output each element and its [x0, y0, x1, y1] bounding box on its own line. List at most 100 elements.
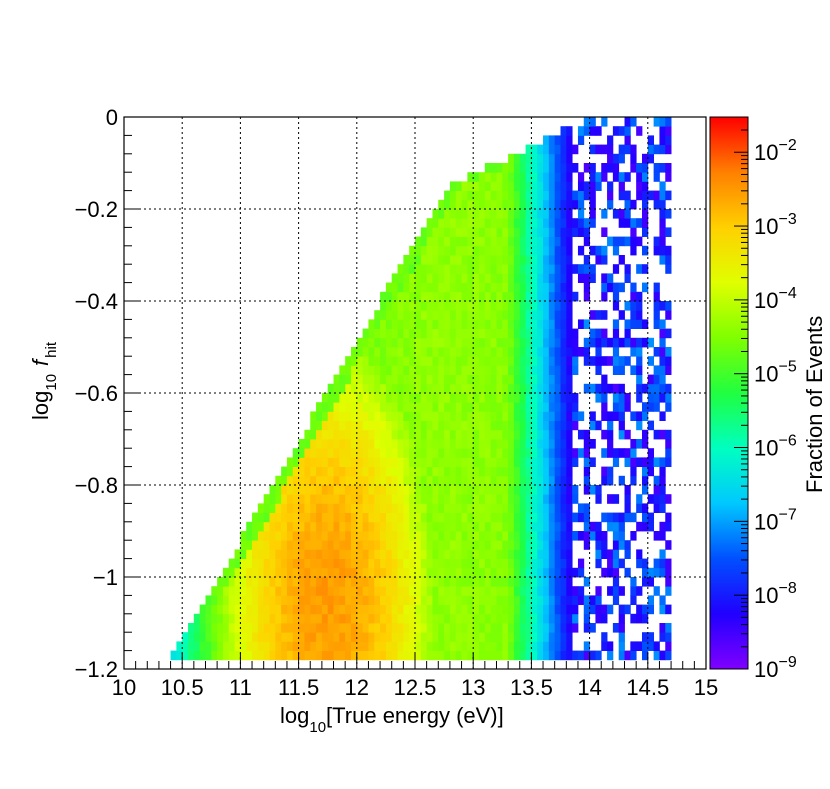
heatmap-cell	[467, 209, 474, 219]
heatmap-cell	[537, 521, 544, 532]
heatmap-cell	[397, 494, 404, 504]
heatmap-cell	[502, 494, 509, 504]
heatmap-cell	[554, 485, 561, 495]
heatmap-cell	[583, 347, 590, 357]
heatmap-cell	[543, 512, 550, 523]
heatmap-cell	[636, 347, 643, 357]
heatmap-cell	[380, 650, 387, 661]
heatmap-cell	[577, 227, 585, 237]
heatmap-cell	[502, 264, 509, 274]
heatmap-cell	[246, 521, 253, 532]
heatmap-cell	[252, 521, 259, 532]
heatmap-cell	[618, 181, 625, 191]
y-tick-label: −1.2	[75, 657, 118, 682]
heatmap-cell	[240, 641, 247, 651]
heatmap-cell	[461, 641, 468, 651]
heatmap-cell	[199, 604, 206, 615]
heatmap-cell	[607, 135, 614, 145]
heatmap-cell	[589, 199, 596, 210]
heatmap-cell	[374, 328, 381, 339]
heatmap-cell	[595, 172, 602, 182]
heatmap-cell	[607, 549, 614, 559]
heatmap-cell	[420, 540, 428, 550]
heatmap-cell	[508, 420, 515, 431]
heatmap-cell	[391, 291, 398, 302]
heatmap-cell	[543, 641, 550, 651]
heatmap-cell	[496, 632, 503, 642]
heatmap-cell	[566, 457, 573, 467]
heatmap-cell	[269, 577, 276, 587]
heatmap-cell	[432, 227, 439, 237]
heatmap-cell	[513, 466, 521, 477]
heatmap-cell	[531, 181, 538, 191]
heatmap-cell	[572, 291, 579, 302]
heatmap-cell	[601, 172, 608, 182]
heatmap-cell	[391, 273, 398, 283]
heatmap-cell	[607, 144, 614, 155]
heatmap-cell	[560, 540, 567, 550]
heatmap-cell	[222, 650, 230, 661]
heatmap-cell	[473, 199, 480, 210]
heatmap-cell	[659, 356, 666, 366]
heatmap-cell	[548, 457, 556, 467]
heatmap-cell	[589, 623, 596, 633]
heatmap-cell	[502, 218, 509, 228]
x-tick-label: 10.5	[161, 675, 204, 700]
heatmap-cell	[449, 531, 457, 541]
heatmap-cell	[321, 466, 329, 477]
heatmap-cell	[327, 402, 334, 412]
heatmap-cell	[380, 512, 387, 523]
heatmap-cell	[548, 245, 556, 256]
heatmap-cell	[333, 383, 340, 394]
heatmap-cell	[490, 558, 497, 569]
heatmap-cell	[577, 503, 585, 513]
heatmap-cell	[374, 623, 381, 633]
heatmap-cell	[304, 531, 311, 541]
heatmap-cell	[368, 641, 375, 651]
heatmap-cell	[362, 494, 369, 504]
heatmap-cell	[479, 383, 486, 394]
heatmap-cell	[543, 494, 550, 504]
heatmap-cell	[455, 531, 462, 541]
heatmap-cell	[589, 273, 596, 283]
heatmap-cell	[484, 567, 492, 578]
heatmap-cell	[444, 365, 451, 375]
heatmap-cell	[409, 623, 416, 633]
heatmap-cell	[310, 567, 317, 578]
heatmap-cell	[508, 209, 515, 219]
heatmap-cell	[182, 632, 189, 642]
heatmap-cell	[560, 126, 567, 136]
heatmap-cell	[438, 641, 445, 651]
heatmap-cell	[304, 623, 311, 633]
heatmap-cell	[496, 623, 503, 633]
heatmap-cell	[572, 264, 579, 274]
heatmap-cell	[385, 457, 393, 467]
heatmap-cell	[327, 641, 334, 651]
heatmap-cell	[659, 218, 666, 228]
heatmap-cell	[496, 475, 503, 486]
heatmap-cell	[426, 245, 433, 256]
heatmap-cell	[257, 521, 265, 532]
heatmap-cell	[519, 623, 526, 633]
heatmap-cell	[304, 595, 311, 605]
heatmap-cell	[461, 328, 468, 339]
heatmap-cell	[641, 429, 649, 440]
heatmap-cell	[327, 586, 334, 596]
heatmap-cell	[641, 163, 649, 173]
heatmap-cell	[246, 623, 253, 633]
heatmap-cell	[292, 503, 299, 513]
heatmap-cell	[275, 540, 282, 550]
heatmap-cell	[461, 567, 468, 578]
heatmap-cell	[228, 632, 235, 642]
heatmap-cell	[583, 117, 590, 127]
heatmap-cell	[566, 402, 573, 412]
heatmap-cell	[636, 503, 643, 513]
heatmap-cell	[461, 540, 468, 550]
heatmap-cell	[508, 577, 515, 587]
heatmap-cell	[665, 393, 672, 403]
heatmap-cell	[490, 190, 497, 201]
heatmap-cell	[403, 457, 410, 467]
heatmap-cell	[304, 567, 311, 578]
heatmap-cell	[502, 623, 509, 633]
heatmap-cell	[490, 255, 497, 265]
